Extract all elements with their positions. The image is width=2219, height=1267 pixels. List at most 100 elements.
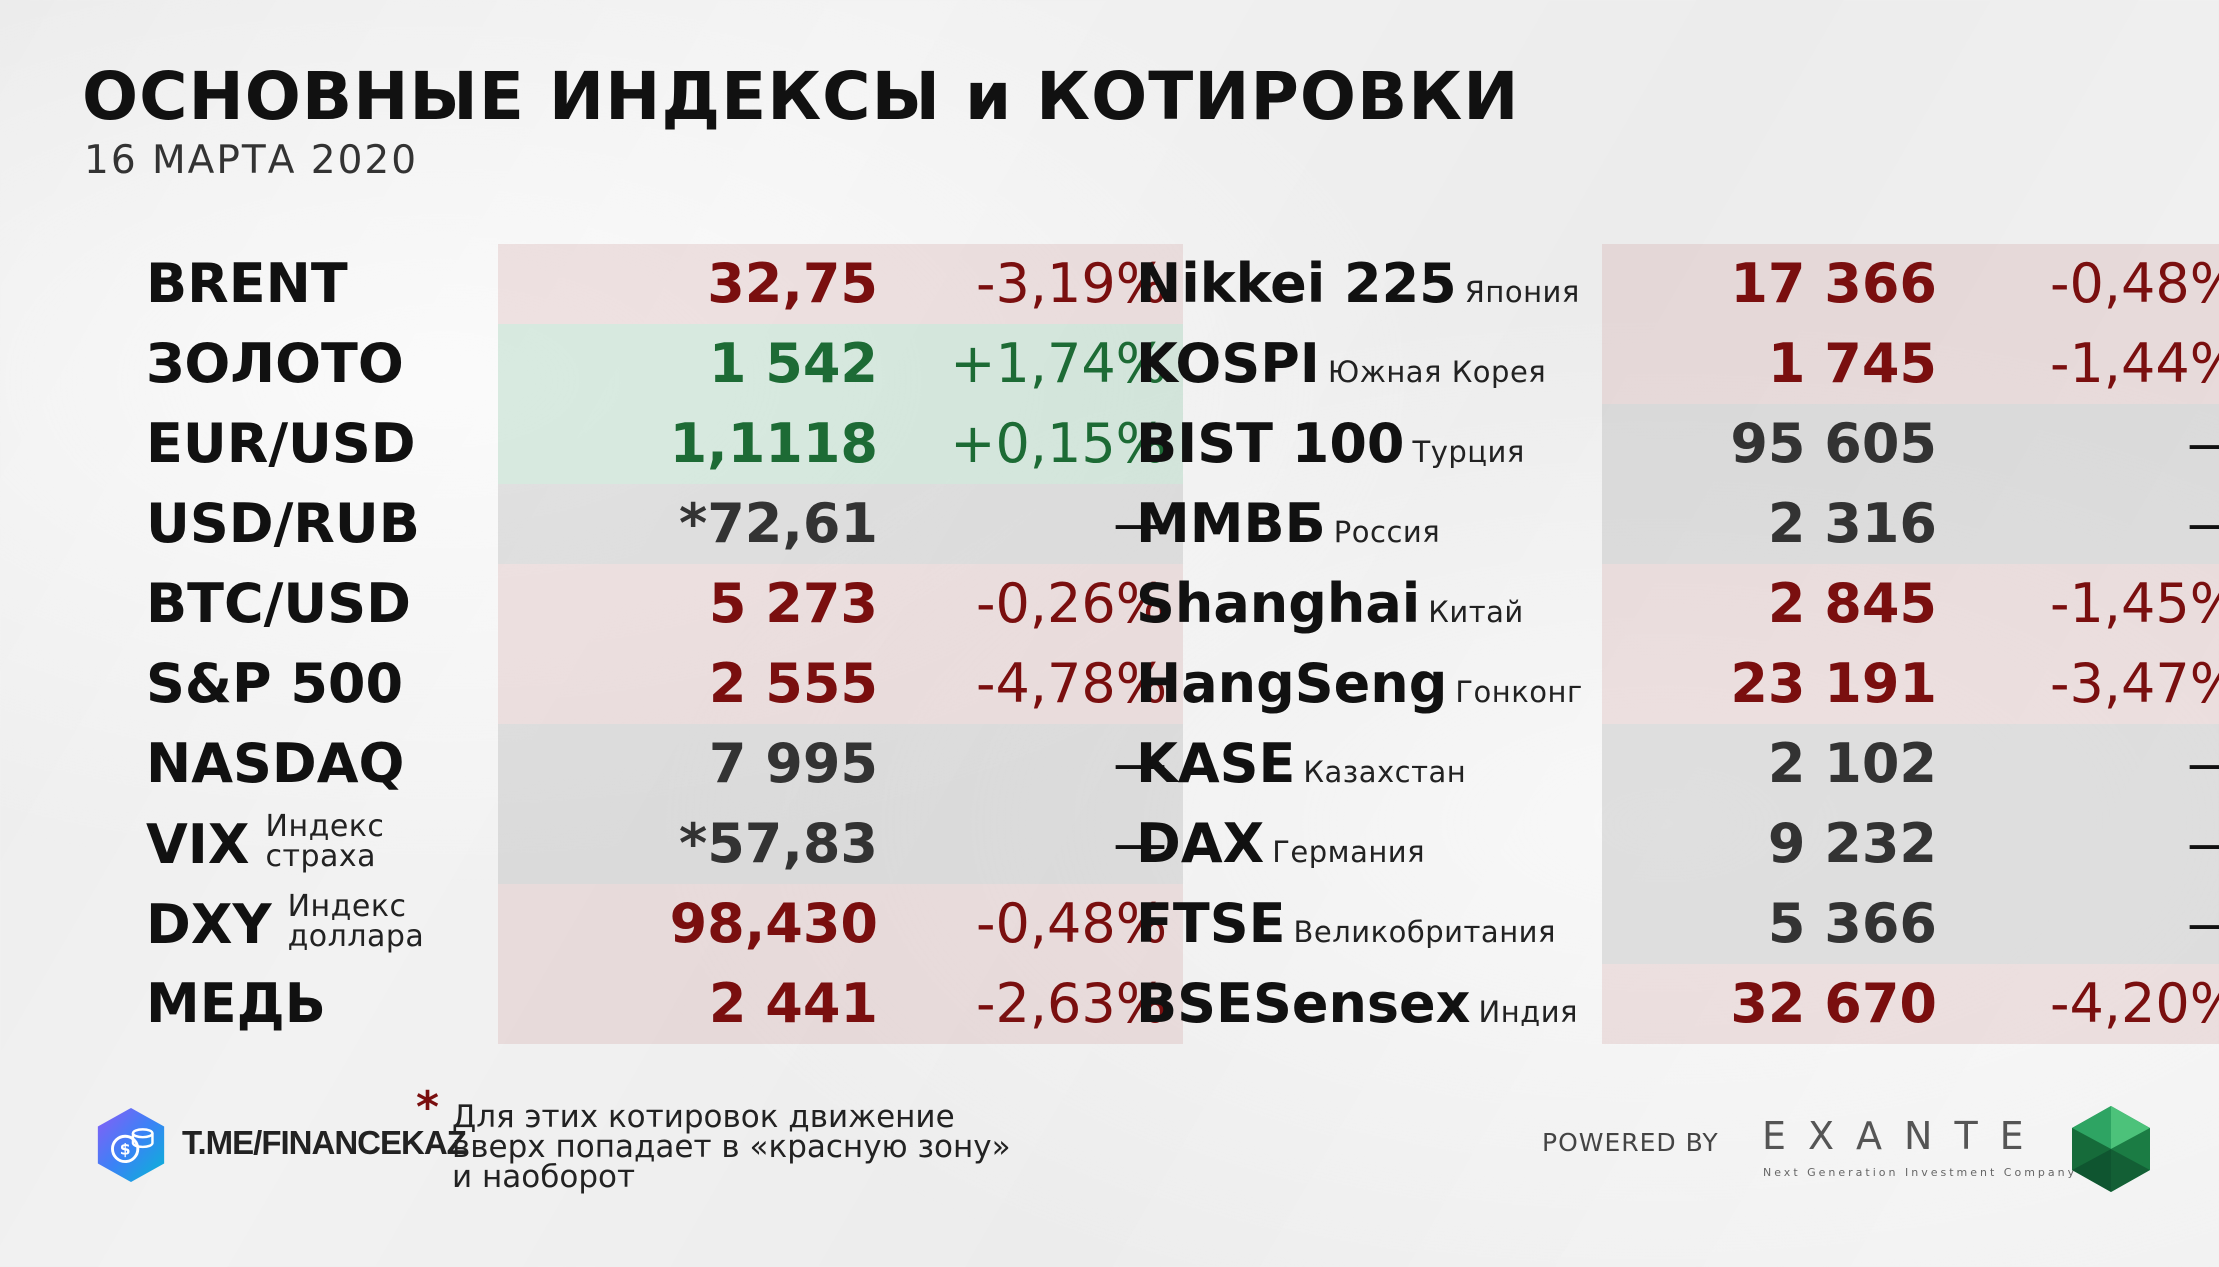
quote-value: 95 605 (1730, 412, 1937, 475)
quote-value: 2 316 (1767, 492, 1937, 555)
quote-value: 2 555 (708, 652, 878, 715)
footnote-line: Для этих котировок движение (452, 1099, 955, 1135)
quote-value: 2 102 (1767, 732, 1937, 795)
instrument-name: Shanghai Китай (1136, 564, 1524, 644)
quote-change: -3,47% (2049, 652, 2219, 715)
instrument-ticker: Nikkei 225 (1136, 252, 1457, 315)
instrument-name: USD/RUB (146, 484, 420, 564)
quote-value: 1 745 (1767, 332, 1937, 395)
instrument-name: BTC/USD (146, 564, 411, 644)
quote-cells-neu: 2 316 — (1602, 484, 2219, 564)
quote-value: 2 441 (708, 972, 878, 1035)
footnote-line: и наоборот (452, 1159, 636, 1195)
quote-change: +0,15% (950, 412, 1167, 475)
quote-value: 1,1118 (669, 412, 878, 475)
quote-value: 1 542 (708, 332, 878, 395)
instrument-ticker: HangSeng (1136, 652, 1448, 715)
instrument-ticker: DAX (1136, 812, 1265, 875)
telegram-channel-link[interactable]: T.ME/FINANCEKAZ (182, 1124, 467, 1161)
svg-text:$: $ (120, 1141, 131, 1159)
powered-by-label: POWERED BY (1542, 1128, 1719, 1157)
instrument-ticker: Shanghai (1136, 572, 1421, 635)
quote-cells-neg: 2 441 -2,63% (498, 964, 1183, 1044)
instrument-description: Индекс страха (266, 812, 385, 872)
quote-change: -1,45% (2049, 572, 2219, 635)
description-line: Индекс (265, 809, 385, 844)
quote-change: -3,19% (975, 252, 1167, 315)
quote-cells-pos: 1 542 +1,74% (498, 324, 1183, 404)
description-line: Индекс (287, 889, 407, 924)
instrument-country: Индия (1478, 995, 1578, 1029)
instrument-name: Nikkei 225 Япония (1136, 244, 1580, 324)
quote-cells-pos: 1,1118 +0,15% (498, 404, 1183, 484)
quote-change: — (2187, 884, 2219, 964)
page-title: ОСНОВНЫЕ ИНДЕКСЫ и КОТИРОВКИ (82, 58, 1520, 135)
instrument-ticker: BTC/USD (146, 572, 411, 635)
instrument-ticker: NASDAQ (146, 732, 405, 795)
financekaz-logo-icon: $ (97, 1107, 165, 1183)
quote-value: 5 366 (1767, 892, 1937, 955)
instrument-name: BIST 100 Турция (1136, 404, 1525, 484)
instrument-name: KASE Казахстан (1136, 724, 1466, 804)
quote-change: — (2187, 484, 2219, 564)
instrument-ticker: VIX (146, 812, 250, 876)
footnote: Для этих котировок движение вверх попада… (452, 1099, 1092, 1195)
quote-change: -4,78% (975, 652, 1167, 715)
quote-cells-neu: 7 995 — (498, 724, 1183, 804)
quote-cells-neg: 32 670 -4,20% (1602, 964, 2219, 1044)
instrument-name: FTSE Великобритания (1136, 884, 1556, 964)
quote-value: 7 995 (708, 732, 878, 795)
instrument-country: Германия (1272, 835, 1426, 869)
page-date: 16 МАРТА 2020 (84, 138, 419, 183)
quote-change: -0,26% (975, 572, 1167, 635)
instrument-ticker: BSESensex (1136, 972, 1471, 1035)
instrument-ticker: EUR/USD (146, 412, 416, 475)
quote-cells-neg: 5 273 -0,26% (498, 564, 1183, 644)
quote-change: — (1113, 492, 1167, 555)
note-asterisk: * (416, 1082, 440, 1133)
quote-value: 32 670 (1730, 972, 1937, 1035)
instrument-country: Россия (1333, 515, 1441, 549)
instrument-name: HangSeng Гонконг (1136, 644, 1583, 724)
instrument-country: Великобритания (1293, 915, 1556, 949)
quote-change: — (2187, 404, 2219, 484)
quote-cells-neu: *57,83 — (498, 804, 1183, 884)
instrument-ticker: DXY (146, 892, 272, 956)
quote-cells-neg: 23 191 -3,47% (1602, 644, 2219, 724)
quote-cells-neu: 9 232 — (1602, 804, 2219, 884)
instrument-name: EUR/USD (146, 404, 416, 484)
instrument-name: BSESensex Индия (1136, 964, 1578, 1044)
quote-cells-neu: 2 102 — (1602, 724, 2219, 804)
quote-cells-neg: 1 745 -1,44% (1602, 324, 2219, 404)
instrument-ticker: KASE (1136, 732, 1296, 795)
quote-value: 32,75 (707, 252, 878, 315)
instrument-name: МЕДЬ (146, 964, 326, 1044)
instrument-name: KOSPI Южная Корея (1136, 324, 1546, 404)
instrument-name: DAX Германия (1136, 804, 1425, 884)
quote-change: — (1113, 812, 1167, 875)
instrument-name: S&P 500 (146, 644, 403, 724)
instrument-name: ЗОЛОТО (146, 324, 404, 404)
instrument-country: Япония (1464, 275, 1580, 309)
instrument-country: Южная Корея (1327, 355, 1547, 389)
quote-value: 9 232 (1767, 812, 1937, 875)
quote-cells-neu: 5 366 — (1602, 884, 2219, 964)
quote-change: +1,74% (950, 332, 1167, 395)
instrument-country: Китай (1428, 595, 1524, 629)
instrument-country: Турция (1412, 435, 1525, 469)
quote-change: -4,20% (2049, 972, 2219, 1035)
quote-change: -0,48% (975, 892, 1167, 955)
instrument-ticker: S&P 500 (146, 652, 404, 715)
instrument-country: Казахстан (1303, 755, 1467, 789)
instrument-name: ММВБ Россия (1136, 484, 1440, 564)
quote-change: — (1113, 732, 1167, 795)
instrument-ticker: USD/RUB (146, 492, 420, 555)
instrument-ticker: ЗОЛОТО (146, 332, 404, 395)
description-line: доллара (287, 919, 425, 954)
instrument-country: Гонконг (1455, 675, 1583, 709)
instrument-description: Индекс доллара (288, 892, 425, 952)
quote-change: -2,63% (975, 972, 1167, 1035)
instrument-ticker: BIST 100 (1136, 412, 1405, 475)
instrument-ticker: МЕДЬ (146, 972, 326, 1035)
quote-value: 17 366 (1730, 252, 1937, 315)
